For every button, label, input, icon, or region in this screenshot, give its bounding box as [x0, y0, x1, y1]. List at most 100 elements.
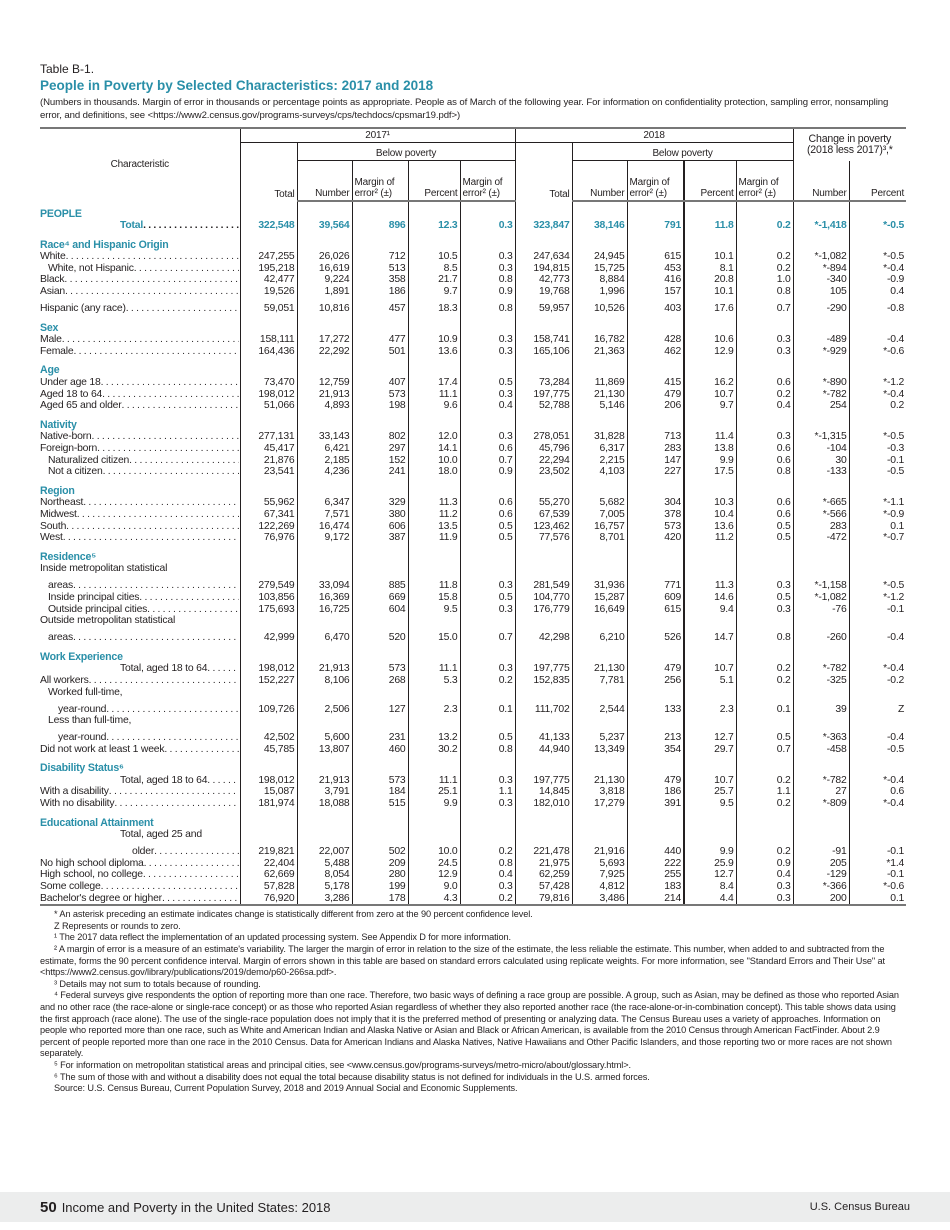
cell-moe-number-2018: 440: [626, 840, 685, 858]
cell-number-2017: 16,725: [296, 603, 352, 616]
cell-change-number: -458: [792, 743, 850, 756]
header-moe: Margin of error² (±): [735, 160, 794, 202]
cell-change-percent: [848, 563, 907, 575]
row-label-text: Native-born: [40, 431, 92, 443]
cell-change-number: *-566: [792, 508, 850, 521]
cell-change-percent: *-0.5: [848, 251, 907, 263]
cell-change-percent: *-0.5: [848, 574, 907, 592]
cell-total-2018: 19,768: [514, 286, 573, 298]
cell-moe-percent-2018: 0.3: [735, 345, 794, 358]
header-moe: Margin of error² (±): [351, 160, 408, 202]
cell-number-2018: 24,945: [571, 251, 628, 263]
cell-moe-percent-2018: 0.2: [735, 220, 794, 232]
cell-percent-2018: [683, 563, 737, 575]
cell-number-2018: [571, 615, 628, 627]
cell-moe-percent-2018: [735, 809, 794, 830]
cell-number-2018: [571, 543, 628, 564]
cell-percent-2018: 17.5: [683, 466, 737, 478]
cell-percent-2017: 9.7: [407, 286, 460, 298]
row-label: Midwest: [40, 509, 240, 521]
cell-moe-number-2017: 280: [351, 869, 408, 882]
cell-moe-percent-2018: 0.3: [735, 431, 794, 443]
dot-leader: [129, 455, 238, 467]
table-row: High school, no college62,6698,05428012.…: [40, 869, 907, 882]
cell-moe-percent-2017: [459, 829, 516, 841]
cell-moe-number-2018: 479: [626, 388, 685, 401]
cell-moe-percent-2017: 0.3: [459, 431, 516, 443]
cell-moe-percent-2018: 0.2: [735, 663, 794, 675]
cell-change-percent: 0.4: [848, 286, 907, 298]
row-label: Female: [40, 346, 240, 358]
cell-moe-number-2018: [626, 563, 685, 575]
row-label-text: older: [132, 846, 155, 858]
table-row: No high school diploma 22,4045,48820924.5…: [40, 857, 907, 870]
cell-percent-2018: 29.7: [683, 743, 737, 756]
cell-moe-number-2018: 256: [626, 674, 685, 687]
cell-moe-percent-2018: 0.6: [735, 377, 794, 389]
cell-percent-2018: [683, 543, 737, 564]
cell-percent-2017: 9.5: [407, 603, 460, 616]
cell-moe-percent-2017: 0.2: [459, 674, 516, 687]
footnote: Source: U.S. Census Bureau, Current Popu…: [54, 1083, 518, 1094]
dot-leader: [134, 263, 239, 275]
cell-percent-2018: 10.1: [683, 251, 737, 263]
cell-total-2018: 123,462: [514, 520, 573, 533]
cell-percent-2017: 15.8: [407, 591, 460, 604]
cell-moe-number-2018: 222: [626, 857, 685, 870]
table-row: With no disability 181,97418,0885159.90.3…: [40, 798, 907, 810]
row-label-text: Total, aged 18 to 64: [120, 663, 208, 675]
row-label-text: Worked full-time,: [48, 686, 123, 698]
cell-moe-percent-2018: [735, 477, 794, 498]
cell-moe-number-2018: 304: [626, 497, 685, 509]
cell-total-2017: 247,255: [239, 251, 297, 263]
row-label: Inside principal cities: [40, 592, 240, 604]
cell-moe-percent-2017: 0.8: [459, 274, 516, 287]
table-row: older219,82122,00750210.00.2221,47821,91…: [40, 840, 907, 858]
cell-moe-percent-2018: 0.8: [735, 626, 794, 644]
cell-total-2018: [514, 357, 573, 378]
cell-moe-number-2018: 186: [626, 786, 685, 799]
cell-percent-2017: 2.3: [407, 698, 460, 716]
row-label-text: No high school diploma: [40, 857, 144, 869]
cell-percent-2017: [407, 829, 460, 841]
cell-moe-number-2018: 479: [626, 663, 685, 675]
cell-total-2017: 42,999: [239, 626, 297, 644]
cell-percent-2018: [683, 357, 737, 378]
cell-moe-number-2018: 255: [626, 869, 685, 882]
row-label-text: Male: [40, 334, 62, 346]
row-label: Region: [40, 484, 75, 497]
cell-change-percent: *-0.6: [848, 345, 907, 358]
cell-percent-2018: 9.5: [683, 798, 737, 810]
row-label: Some college: [40, 881, 240, 893]
cell-percent-2017: 5.3: [407, 674, 460, 687]
cell-moe-percent-2017: 0.3: [459, 574, 516, 592]
cell-number-2018: 4,103: [571, 466, 628, 478]
cell-percent-2017: [407, 615, 460, 627]
cell-total-2018: 182,010: [514, 798, 573, 810]
dot-leader: [144, 858, 239, 870]
cell-number-2017: 3,286: [296, 892, 352, 907]
cell-percent-2018: 9.7: [683, 400, 737, 412]
cell-total-2018: 14,845: [514, 786, 573, 799]
cell-moe-number-2018: [626, 357, 685, 378]
cell-total-2018: [514, 563, 573, 575]
cell-change-number: -133: [792, 466, 850, 478]
cell-moe-number-2017: 712: [351, 251, 408, 263]
cell-change-percent: -0.4: [848, 626, 907, 644]
cell-change-number: -472: [792, 532, 850, 544]
cell-moe-number-2017: 457: [351, 297, 408, 315]
cell-number-2017: 16,619: [296, 262, 352, 275]
cell-percent-2018: 10.3: [683, 497, 737, 509]
cell-moe-number-2017: 896: [351, 220, 408, 232]
cell-number-2017: [296, 809, 352, 830]
dot-leader: [102, 389, 238, 401]
row-label: South: [40, 521, 240, 533]
cell-change-number: 200: [792, 892, 850, 907]
cell-moe-percent-2017: [459, 715, 516, 727]
table-row: areas 42,9996,47052015.00.742,2986,210526…: [40, 626, 907, 644]
cell-percent-2018: 10.7: [683, 774, 737, 787]
cell-number-2018: [571, 715, 628, 727]
cell-percent-2017: 11.2: [407, 508, 460, 521]
cell-total-2017: 42,502: [239, 726, 297, 744]
row-label: With no disability: [40, 798, 240, 810]
